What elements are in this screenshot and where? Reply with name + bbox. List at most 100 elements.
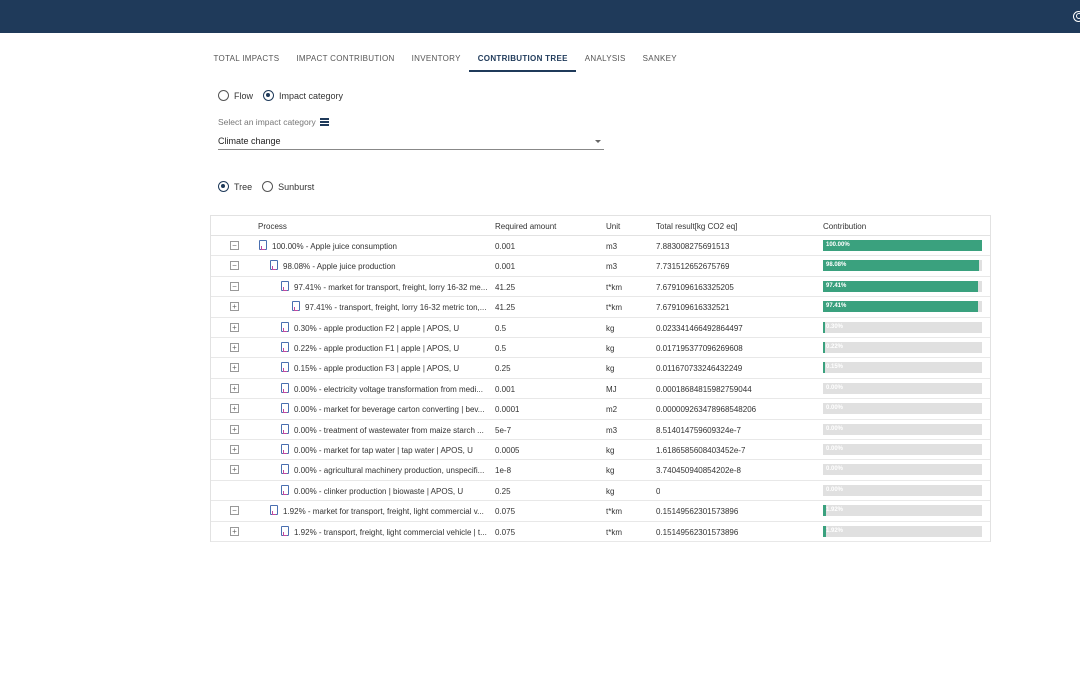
process-name[interactable]: 0.00% - clinker production | biowaste | … xyxy=(294,486,464,496)
total-result: 0.017195377096269608 xyxy=(656,344,743,353)
process-name[interactable]: 0.00% - agricultural machinery productio… xyxy=(294,466,485,476)
process-icon xyxy=(281,280,289,291)
table-row[interactable]: +1.92% - transport, freight, light comme… xyxy=(211,522,990,542)
expand-icon[interactable]: + xyxy=(230,404,239,414)
process-name[interactable]: 98.08% - Apple juice production xyxy=(283,262,396,272)
expand-icon[interactable]: + xyxy=(230,322,239,332)
result-tabs: TOTAL IMPACTS IMPACT CONTRIBUTION INVENTOR… xyxy=(205,45,685,72)
total-result: 7.731512652675769 xyxy=(656,262,730,272)
total-result: 0 xyxy=(656,486,661,496)
required-amount: 0.5 xyxy=(495,323,507,333)
unit: kg xyxy=(606,323,615,333)
contribution-label: 100.00% xyxy=(826,242,850,248)
impact-category-value: Climate change xyxy=(218,136,281,146)
contribution-bar: 1.92% xyxy=(823,505,982,517)
expand-icon[interactable]: + xyxy=(230,465,239,475)
expand-icon[interactable]: + xyxy=(230,526,239,536)
process-name[interactable]: 0.00% - market for beverage carton conve… xyxy=(294,405,485,415)
table-row[interactable]: +0.00% - treatment of wastewater from ma… xyxy=(211,420,990,440)
collapse-icon[interactable]: − xyxy=(230,281,239,291)
process-name[interactable]: 1.92% - market for transport, freight, l… xyxy=(283,507,484,517)
expand-icon[interactable]: + xyxy=(230,302,239,312)
expand-icon[interactable]: + xyxy=(230,363,239,373)
impact-category-select[interactable]: Climate change xyxy=(218,134,604,150)
tree-radio-label[interactable]: Tree xyxy=(234,181,253,192)
required-amount: 1e-8 xyxy=(495,466,512,476)
sunburst-radio-label[interactable]: Sunburst xyxy=(278,181,315,192)
table-row[interactable]: +0.30% - apple production F2 | apple | A… xyxy=(211,318,990,338)
total-result: 7.6791096163325205 xyxy=(656,282,734,292)
process-icon xyxy=(292,301,300,312)
expand-icon[interactable]: + xyxy=(230,343,239,352)
contribution-bar: 100.00% xyxy=(823,240,982,251)
tab-sankey[interactable]: SANKEY xyxy=(642,54,677,63)
table-row[interactable]: +0.15% - apple production F3 | apple | A… xyxy=(211,358,990,379)
collapse-icon[interactable]: − xyxy=(230,506,239,516)
table-row[interactable]: − 98.08% - Apple juice production 0.001 m3 7… xyxy=(211,256,990,277)
flow-radio-label[interactable]: Flow xyxy=(234,90,254,101)
sunburst-radio[interactable] xyxy=(262,181,274,192)
process-name[interactable]: 0.00% - market for tap water | tap water… xyxy=(294,446,473,455)
contribution-label: 1.92% xyxy=(826,507,844,514)
contribution-bar: 1.92% xyxy=(823,525,982,537)
tab-analysis[interactable]: ANALYSIS xyxy=(584,54,626,63)
process-name[interactable]: 0.22% - apple production F1 | apple | AP… xyxy=(294,344,460,353)
impact-category-radio[interactable] xyxy=(263,90,275,101)
col-contribution[interactable]: Contribution xyxy=(823,222,867,231)
table-row[interactable]: 0.00% - clinker production | biowaste | … xyxy=(211,481,990,502)
flow-radio[interactable] xyxy=(218,90,229,101)
total-result: 0.00018684815982759044 xyxy=(656,384,752,394)
process-name[interactable]: 100.00% - Apple juice consumption xyxy=(272,242,397,251)
process-icon xyxy=(259,240,267,250)
table-row[interactable]: − 100.00% - Apple juice consumption 0.001 m… xyxy=(211,236,990,257)
table-row[interactable]: +0.00% - agricultural machinery producti… xyxy=(211,460,990,481)
col-unit[interactable]: Unit xyxy=(606,222,621,231)
tree-radio[interactable] xyxy=(218,181,229,192)
table-header: Process Required amount Unit Total resul… xyxy=(211,216,990,236)
expand-icon[interactable]: + xyxy=(230,445,239,454)
table-row[interactable]: +0.22% - apple production F1 | apple | A… xyxy=(211,338,990,359)
table-row[interactable]: − 1.92% - market for transport, freight, … xyxy=(211,501,990,522)
contribution-bar: 97.41% xyxy=(823,280,982,292)
process-name[interactable]: 0.00% - treatment of wastewater from mai… xyxy=(294,425,484,435)
contribution-label: 97.41% xyxy=(826,303,847,310)
contribution-label: 97.41% xyxy=(826,282,847,289)
process-icon xyxy=(281,382,289,393)
tab-contribution-tree[interactable]: CONTRIBUTION TREE xyxy=(469,45,577,72)
total-result: 1.6186585608403452e-7 xyxy=(656,446,746,455)
tab-inventory[interactable]: INVENTORY xyxy=(411,54,461,63)
contribution-bar-fill xyxy=(823,260,979,272)
process-name[interactable]: 97.41% - market for transport, freight, … xyxy=(294,282,488,292)
table-row[interactable]: +0.00% - market for beverage carton conv… xyxy=(211,399,990,420)
process-name[interactable]: 0.15% - apple production F3 | apple | AP… xyxy=(294,364,460,374)
chevron-down-icon[interactable] xyxy=(595,140,601,143)
user-account-icon[interactable] xyxy=(1073,11,1080,22)
table-row[interactable]: +0.00% - market for tap water | tap wate… xyxy=(211,440,990,461)
process-name[interactable]: 97.41% - transport, freight, lorry 16-32… xyxy=(305,303,487,313)
table-row[interactable]: − 97.41% - market for transport, freight,… xyxy=(211,277,990,298)
unit: kg xyxy=(606,466,615,476)
expand-icon[interactable]: + xyxy=(230,383,239,393)
col-process[interactable]: Process xyxy=(258,222,287,231)
list-icon[interactable] xyxy=(319,118,329,126)
process-name[interactable]: 0.30% - apple production F2 | apple | AP… xyxy=(294,323,460,333)
tab-impact-contribution[interactable]: IMPACT CONTRIBUTION xyxy=(296,54,395,63)
process-name[interactable]: 1.92% - transport, freight, light commer… xyxy=(294,527,487,537)
unit: t*km xyxy=(606,507,622,517)
impact-category-radio-label[interactable]: Impact category xyxy=(279,90,344,101)
table-row[interactable]: +97.41% - transport, freight, lorry 16-3… xyxy=(211,297,990,318)
expand-icon[interactable]: + xyxy=(230,424,239,434)
tab-total-impacts[interactable]: TOTAL IMPACTS xyxy=(213,54,280,63)
collapse-icon[interactable]: − xyxy=(230,241,239,250)
contribution-bar-fill xyxy=(823,342,825,353)
contribution-bar-fill xyxy=(823,362,825,374)
col-total-result[interactable]: Total result[kg CO2 eq] xyxy=(656,222,738,231)
process-name[interactable]: 0.00% - electricity voltage transformati… xyxy=(294,384,483,394)
process-icon xyxy=(281,525,289,536)
required-amount: 0.001 xyxy=(495,242,516,251)
table-row[interactable]: +0.00% - electricity voltage transformat… xyxy=(211,379,990,400)
required-amount: 0.5 xyxy=(495,344,507,353)
top-app-bar xyxy=(0,0,1080,33)
collapse-icon[interactable]: − xyxy=(230,261,239,271)
col-required-amount[interactable]: Required amount xyxy=(495,222,557,231)
